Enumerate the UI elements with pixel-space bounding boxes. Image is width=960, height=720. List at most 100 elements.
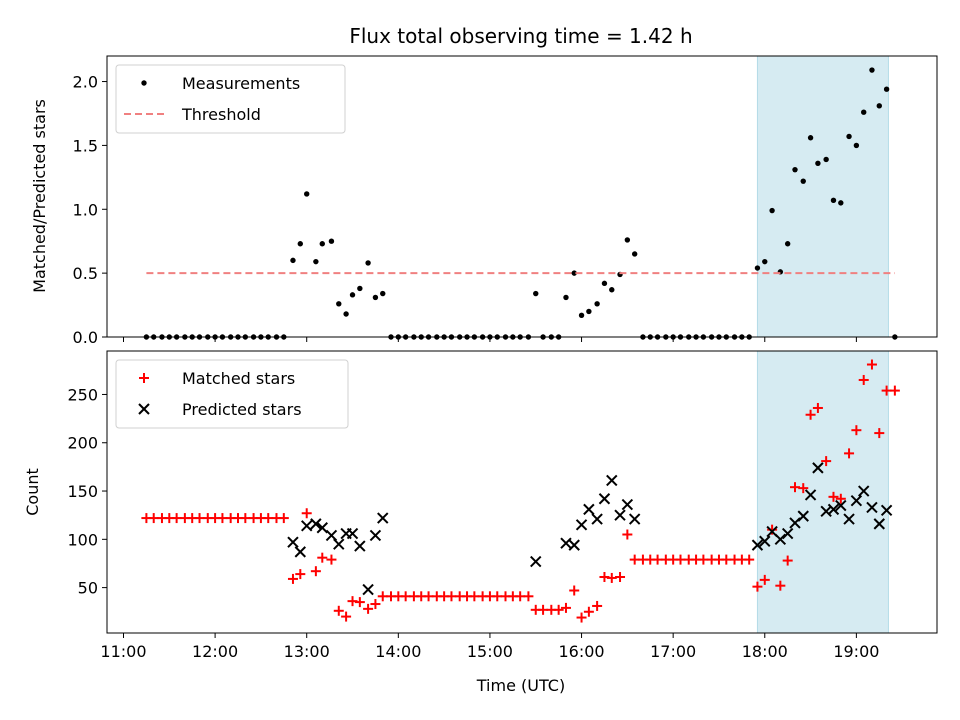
top-y-tick-label-2: 1.0 [73, 200, 98, 219]
bottom-legend-label-1: Predicted stars [182, 400, 302, 419]
bottom-plus-point-23 [317, 552, 328, 563]
bottom-plus-point-30 [370, 599, 381, 610]
top-dot-point-87 [807, 135, 814, 141]
bottom-plus-point-94 [858, 374, 869, 385]
bottom-plus-point-90 [828, 491, 839, 502]
bottom-x-point-13 [530, 555, 542, 568]
bottom-plus-point-28 [354, 597, 365, 608]
x-axis-label: Time (UTC) [476, 676, 565, 695]
bottom-x-tick-label-0: 11:00 [100, 642, 146, 661]
top-panel: 0.0 0.5 1.0 1.5 2.0 Measurements Threshold [73, 55, 938, 347]
bottom-legend-entry-0: Matched stars [139, 369, 295, 388]
bottom-x-point-10 [362, 583, 374, 596]
bottom-plus-point-96 [874, 428, 885, 439]
top-y-tick-label-1: 0.5 [73, 264, 98, 283]
bottom-y-axis-label: Count [23, 468, 42, 516]
bottom-x-point-2 [301, 520, 313, 532]
bottom-y-tick-label-4: 250 [67, 385, 98, 404]
bottom-plus-point-88 [812, 402, 823, 413]
bottom-x-point-17 [583, 503, 595, 516]
top-dot-point-20 [297, 241, 304, 247]
bottom-x-point-20 [606, 474, 618, 487]
bottom-y-tick-label-3: 200 [67, 434, 98, 453]
bottom-y-tick-label-0: 50 [78, 579, 98, 598]
bottom-x-point-37 [850, 494, 863, 507]
bottom-plus-point-89 [821, 456, 832, 467]
bottom-series-predicted-stars [287, 462, 893, 596]
bottom-axes-frame [106, 350, 938, 634]
top-dot-point-25 [336, 301, 342, 307]
bottom-x-point-21 [614, 509, 626, 521]
bottom-legend-entry-1: Predicted stars [138, 400, 302, 419]
top-highlight-span [756, 55, 889, 338]
top-dot-point-63 [624, 237, 631, 243]
bottom-x-point-19 [598, 493, 611, 505]
bottom-plus-point-55 [560, 602, 571, 613]
top-dot-point-27 [349, 292, 356, 298]
bottom-plus-point-29 [363, 603, 374, 614]
bottom-plus-point-84 [782, 555, 793, 566]
top-dot-point-51 [533, 290, 539, 297]
bottom-highlight-span [756, 350, 889, 634]
top-dot-point-57 [578, 312, 585, 318]
bottom-x-point-28 [781, 527, 794, 540]
bottom-x-point-14 [560, 537, 572, 549]
bottom-x-point-27 [774, 533, 787, 546]
bottom-plus-point-54 [553, 604, 564, 615]
top-dot-point-28 [357, 285, 363, 292]
bottom-plus-point-81 [759, 574, 770, 585]
bottom-x-point-0 [287, 536, 299, 548]
bottom-x-point-40 [873, 518, 885, 530]
bottom-x-tick-label-3: 14:00 [375, 642, 421, 661]
bottom-x-point-1 [294, 546, 307, 558]
bottom-plus-point-95 [866, 359, 877, 370]
bottom-x-point-22 [621, 498, 634, 511]
bottom-x-point-31 [804, 489, 817, 501]
top-dot-point-82 [769, 207, 775, 214]
bottom-y-tick-label-1: 100 [67, 530, 98, 549]
bottom-x-point-24 [751, 539, 764, 551]
bottom-x-point-36 [843, 513, 855, 525]
top-legend-box [115, 64, 346, 134]
top-dot-point-24 [328, 238, 335, 244]
top-dot-point-64 [631, 251, 638, 257]
bottom-plus-point-92 [844, 448, 855, 459]
top-y-tick-label-4: 2.0 [73, 73, 98, 92]
top-dot-point-30 [372, 294, 379, 301]
bottom-plus-point-93 [851, 425, 862, 436]
top-dot-point-60 [601, 280, 608, 287]
bottom-x-tick-label-1: 12:00 [192, 642, 238, 661]
top-dot-point-80 [754, 265, 761, 271]
top-dot-point-26 [343, 311, 349, 317]
bottom-x-point-41 [880, 504, 893, 517]
top-legend: Measurements Threshold [115, 64, 346, 134]
top-dot-point-31 [380, 290, 386, 297]
top-legend-entry-1: Threshold [124, 105, 261, 124]
top-y-axis-label: Matched/Predicted stars [30, 99, 49, 293]
top-dot-point-59 [594, 301, 600, 307]
top-dot-point-81 [762, 258, 768, 265]
top-dot-point-22 [313, 258, 319, 265]
bottom-plus-point-91 [835, 493, 846, 504]
top-dot-point-86 [800, 178, 806, 184]
top-dot-point-91 [838, 200, 844, 206]
top-dot-point-95 [869, 67, 875, 73]
bottom-x-point-18 [591, 513, 603, 525]
top-dot-point-23 [319, 241, 325, 247]
top-dot-point-89 [823, 156, 829, 163]
bottom-plus-point-58 [583, 606, 594, 617]
top-dot-point-55 [563, 294, 569, 301]
chart-title: Flux total observing time = 1.42 h [349, 24, 692, 48]
bottom-x-point-12 [377, 512, 389, 524]
bottom-plus-point-20 [295, 569, 306, 580]
top-dot-point-96 [876, 103, 882, 109]
bottom-x-point-29 [789, 517, 801, 529]
bottom-plus-point-59 [592, 600, 603, 611]
top-legend-entry-0: Measurements [141, 74, 300, 93]
bottom-panel: 50 100 150 200 250 11:00 12:00 13:00 14:00 15:00 1… [67, 350, 938, 661]
bottom-plus-point-19 [287, 573, 298, 584]
bottom-x-point-4 [316, 522, 328, 534]
top-dot-point-21 [304, 191, 310, 197]
bottom-series-matched-stars [141, 359, 900, 623]
